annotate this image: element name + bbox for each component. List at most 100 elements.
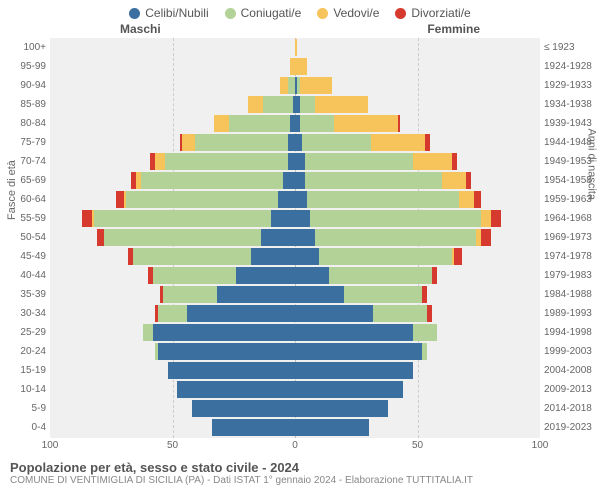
age-row: 60-641959-1963 xyxy=(50,190,540,209)
plot-area: 100+≤ 192395-991924-192890-941929-193385… xyxy=(50,38,540,438)
segment-ved xyxy=(182,134,194,151)
male-bar xyxy=(128,248,295,265)
birth-year-label: 2014-2018 xyxy=(544,403,600,414)
segment-con xyxy=(373,305,427,322)
y-axis-left-title: Fasce di età xyxy=(6,160,18,220)
male-bar xyxy=(214,115,295,132)
birth-year-label: 1969-1973 xyxy=(544,232,600,243)
legend: Celibi/NubiliConiugati/eVedovi/eDivorzia… xyxy=(0,0,600,20)
age-row: 25-291994-1998 xyxy=(50,323,540,342)
birth-year-label: 1984-1988 xyxy=(544,289,600,300)
segment-div xyxy=(432,267,437,284)
female-bar xyxy=(295,305,432,322)
male-bar xyxy=(168,362,295,379)
chart-footer: Popolazione per età, sesso e stato civil… xyxy=(0,456,600,486)
birth-year-label: ≤ 1923 xyxy=(544,42,600,53)
segment-cel xyxy=(295,210,310,227)
birth-year-label: 1944-1948 xyxy=(544,137,600,148)
segment-con xyxy=(263,96,292,113)
male-bar xyxy=(82,210,295,227)
segment-cel xyxy=(288,153,295,170)
segment-div xyxy=(97,229,104,246)
age-row: 5-92014-2018 xyxy=(50,399,540,418)
age-row: 55-591964-1968 xyxy=(50,209,540,228)
age-label: 60-64 xyxy=(4,194,46,205)
segment-ved xyxy=(280,77,287,94)
segment-ved xyxy=(442,172,466,189)
female-bar xyxy=(295,419,369,436)
segment-div xyxy=(82,210,92,227)
age-label: 25-29 xyxy=(4,327,46,338)
birth-year-label: 1989-1993 xyxy=(544,308,600,319)
segment-ved xyxy=(214,115,229,132)
female-bar xyxy=(295,381,403,398)
segment-cel xyxy=(295,343,422,360)
segment-cel xyxy=(271,210,295,227)
segment-con xyxy=(305,172,442,189)
age-label: 20-24 xyxy=(4,346,46,357)
female-bar xyxy=(295,134,430,151)
female-bar xyxy=(295,286,427,303)
age-label: 15-19 xyxy=(4,365,46,376)
segment-div xyxy=(491,210,501,227)
legend-label: Vedovi/e xyxy=(333,6,379,20)
segment-div xyxy=(454,248,461,265)
age-row: 90-941929-1933 xyxy=(50,76,540,95)
age-label: 85-89 xyxy=(4,99,46,110)
segment-ved xyxy=(315,96,369,113)
legend-label: Celibi/Nubili xyxy=(145,6,208,20)
birth-year-label: 1979-1983 xyxy=(544,270,600,281)
age-row: 85-891934-1938 xyxy=(50,95,540,114)
age-row: 40-441979-1983 xyxy=(50,266,540,285)
age-label: 30-34 xyxy=(4,308,46,319)
column-headers: Maschi Femmine xyxy=(0,20,600,36)
male-bar xyxy=(143,324,295,341)
segment-cel xyxy=(295,191,307,208)
header-male: Maschi xyxy=(120,22,161,36)
age-label: 5-9 xyxy=(4,403,46,414)
segment-con xyxy=(302,134,371,151)
x-tick: 50 xyxy=(167,440,178,451)
female-bar xyxy=(295,324,437,341)
age-label: 0-4 xyxy=(4,422,46,433)
age-row: 65-691954-1958 xyxy=(50,171,540,190)
segment-ved xyxy=(413,153,452,170)
segment-cel xyxy=(283,172,295,189)
legend-label: Coniugati/e xyxy=(241,6,302,20)
legend-item: Celibi/Nubili xyxy=(129,6,208,20)
segment-div xyxy=(116,191,123,208)
age-label: 80-84 xyxy=(4,118,46,129)
male-bar xyxy=(212,419,295,436)
segment-cel xyxy=(153,324,295,341)
female-bar xyxy=(295,362,413,379)
segment-ved xyxy=(295,39,297,56)
segment-div xyxy=(452,153,457,170)
segment-cel xyxy=(158,343,295,360)
segment-con xyxy=(94,210,270,227)
segment-con xyxy=(300,115,334,132)
female-bar xyxy=(295,210,501,227)
male-bar xyxy=(97,229,295,246)
x-axis: 10050050100 xyxy=(50,438,540,456)
segment-cel xyxy=(212,419,295,436)
segment-con xyxy=(195,134,288,151)
male-bar xyxy=(180,134,295,151)
male-bar xyxy=(155,343,295,360)
age-row: 75-791944-1948 xyxy=(50,133,540,152)
age-label: 50-54 xyxy=(4,232,46,243)
male-bar xyxy=(155,305,295,322)
x-tick: 50 xyxy=(412,440,423,451)
female-bar xyxy=(295,248,462,265)
age-row: 80-841939-1943 xyxy=(50,114,540,133)
age-row: 95-991924-1928 xyxy=(50,57,540,76)
x-tick: 0 xyxy=(292,440,298,451)
legend-swatch xyxy=(395,8,406,19)
birth-year-label: 1964-1968 xyxy=(544,213,600,224)
female-bar xyxy=(295,96,369,113)
age-label: 35-39 xyxy=(4,289,46,300)
male-bar xyxy=(248,96,295,113)
segment-cel xyxy=(295,172,305,189)
segment-con xyxy=(422,343,427,360)
segment-cel xyxy=(217,286,295,303)
female-bar xyxy=(295,115,400,132)
